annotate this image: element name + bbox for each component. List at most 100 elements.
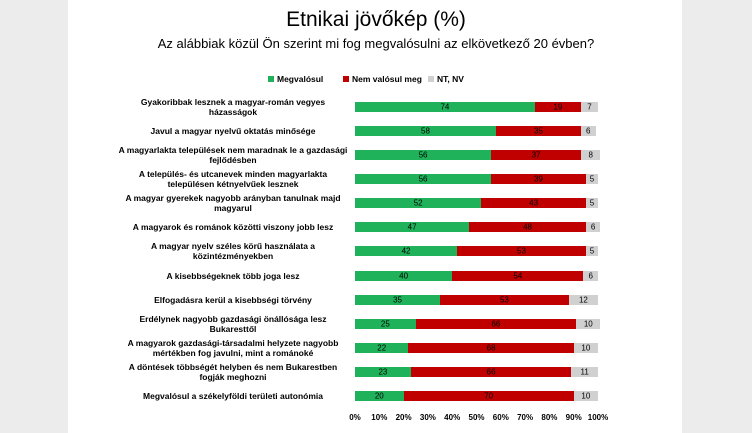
bar-segment	[585, 174, 598, 185]
value-label: 66	[491, 319, 501, 329]
value-label: 47	[407, 222, 417, 232]
x-tick-label: 10%	[371, 413, 388, 422]
bar-segment	[481, 198, 586, 209]
bar-segment	[491, 174, 586, 185]
legend-label: Nem valósul meg	[352, 74, 422, 84]
value-label: 7	[587, 102, 592, 112]
bar-segment	[355, 174, 492, 185]
x-tick-label: 70%	[517, 413, 534, 422]
category-label: Javul a magyar nyelvű oktatás minősége	[150, 126, 316, 137]
legend-item: Megvalósul	[268, 74, 323, 84]
bar-segment	[355, 390, 404, 401]
legend-swatch	[428, 76, 434, 82]
bar-segment	[355, 222, 470, 233]
category-label: A magyarok és románok közötti viszony jo…	[132, 222, 334, 233]
value-label: 35	[534, 126, 543, 136]
bar-segment	[452, 270, 584, 281]
legend-label: Megvalósul	[277, 74, 324, 84]
value-label: 6	[590, 222, 596, 232]
value-label: 42	[401, 246, 411, 256]
legend-label: NT, NV	[437, 74, 464, 84]
legend-item: NT, NV	[428, 74, 464, 84]
value-label: 20	[374, 391, 384, 401]
value-label: 8	[588, 150, 593, 160]
bar-segment	[355, 126, 496, 137]
bar-segment	[440, 294, 569, 305]
value-label: 53	[517, 246, 526, 256]
slide	[68, 0, 682, 433]
category-label: A magyarlakta települések nem maradnak l…	[118, 145, 348, 166]
x-tick-label: 90%	[565, 413, 582, 422]
value-label: 25	[380, 319, 390, 329]
value-label: 37	[531, 150, 541, 160]
bar-segment	[491, 150, 581, 161]
value-label: 54	[513, 271, 523, 281]
bar-segment	[585, 198, 598, 209]
bar-segment	[580, 150, 601, 161]
value-label: 53	[499, 295, 509, 305]
bar-segment	[408, 342, 574, 353]
bar-segment	[585, 246, 598, 257]
bar-segment	[355, 198, 482, 209]
value-label: 6	[586, 126, 591, 136]
value-label: 43	[529, 198, 539, 208]
value-label: 6	[588, 271, 593, 281]
legend-swatch	[343, 76, 349, 82]
value-label: 35	[393, 295, 402, 305]
bar-segment	[457, 246, 586, 257]
value-label: 5	[589, 174, 595, 184]
value-label: 22	[377, 343, 387, 353]
value-label: 74	[440, 102, 450, 112]
value-label: 58	[421, 126, 430, 136]
bar-segment	[415, 318, 577, 329]
category-label: A magyar nyelv széles körű használata a …	[150, 241, 316, 262]
bar-segment	[580, 126, 596, 137]
bar-segment	[355, 318, 416, 329]
value-label: 5	[589, 246, 595, 256]
x-tick-label: 80%	[541, 413, 558, 422]
category-label: A magyar gyerekek nagyobb arányban tanul…	[125, 193, 341, 214]
x-tick-label: 30%	[419, 413, 436, 422]
value-label: 39	[534, 174, 543, 184]
value-label: 5	[589, 198, 595, 208]
bar-segment	[573, 342, 598, 353]
bar-segment	[495, 126, 581, 137]
x-tick-label: 40%	[444, 413, 461, 422]
value-label: 19	[553, 102, 563, 112]
bar-segment	[355, 294, 441, 305]
bar-segment	[580, 102, 598, 112]
value-label: 56	[418, 174, 428, 184]
value-label: 70	[484, 391, 494, 401]
bar-segment	[410, 366, 572, 377]
x-tick-label: 60%	[492, 413, 509, 422]
bar-segment	[585, 222, 601, 233]
bar-segment	[534, 102, 581, 112]
value-label: 68	[486, 343, 496, 353]
x-tick-label: 0%	[349, 413, 361, 422]
bar-segment	[571, 366, 598, 377]
value-label: 56	[418, 150, 428, 160]
bar-segment	[403, 390, 574, 401]
bar-segment	[576, 318, 601, 329]
x-tick-label: 50%	[468, 413, 485, 422]
bar-segment	[355, 270, 453, 281]
bar-segment	[469, 222, 586, 233]
legend-swatch	[268, 76, 274, 82]
category-label: A település- és utcanevek minden magyarl…	[138, 169, 328, 190]
category-label: Erdélynek nagyobb gazdasági önállósága l…	[139, 313, 327, 334]
bar-segment	[355, 150, 492, 161]
category-label: Elfogadásra kerül a kisebbségi törvény	[154, 294, 312, 305]
legend-item: Nem valósul meg	[343, 74, 422, 84]
bar-segment	[355, 366, 411, 377]
bar-segment	[583, 270, 598, 281]
value-label: 48	[523, 222, 532, 232]
value-label: 10	[581, 343, 591, 353]
value-label: 52	[413, 198, 423, 208]
category-label: A magyarok gazdasági-társadalmi helyzete…	[127, 337, 339, 358]
value-label: 10	[583, 319, 593, 329]
chart-title: Etnikai jövőkép (%)	[286, 8, 466, 31]
category-label: A kisebbségeknek több joga lesz	[166, 270, 300, 281]
category-label: A döntések többségét helyben és nem Buka…	[128, 361, 338, 382]
x-tick-label: 20%	[395, 413, 412, 422]
